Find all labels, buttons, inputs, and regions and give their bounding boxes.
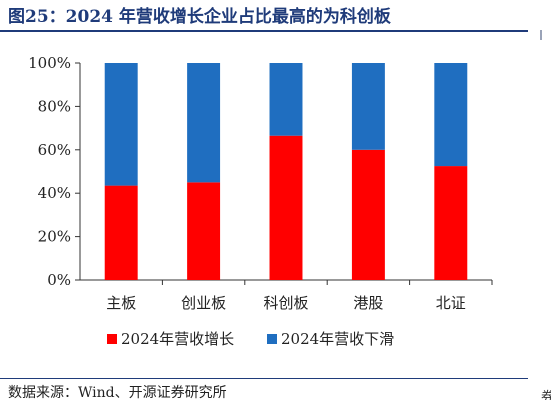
- y-tick-label: 0%: [47, 271, 71, 289]
- legend-label: 2024年营收下滑: [281, 330, 394, 348]
- category-label: 港股: [353, 294, 383, 312]
- bar-segment-decline: [104, 63, 138, 186]
- category-label: 北证: [436, 294, 466, 312]
- category-label: 主板: [106, 294, 136, 312]
- bar-segment-decline: [187, 63, 221, 183]
- y-tick-label: 80%: [38, 97, 71, 115]
- legend-label: 2024年营收增长: [121, 330, 234, 348]
- side-mark: 券: [541, 390, 551, 400]
- y-tick-label: 100%: [28, 54, 71, 72]
- bar-segment-decline: [434, 63, 468, 167]
- y-tick-label: 60%: [38, 141, 71, 159]
- category-label: 科创板: [263, 294, 308, 312]
- category-labels: 主板 创业板 科创板 港股 北证: [106, 280, 493, 312]
- bar-segment-growth: [351, 149, 385, 280]
- bar-segment-decline: [269, 63, 303, 136]
- bars: [104, 63, 468, 280]
- legend-swatch: [267, 334, 277, 344]
- y-tick-label: 20%: [38, 228, 71, 246]
- category-label: 创业板: [181, 294, 226, 312]
- bar-segment-growth: [269, 135, 303, 280]
- bar-segment-decline: [351, 63, 385, 150]
- y-ticks: 0% 20% 40% 60% 80% 100%: [28, 54, 80, 289]
- bar-segment-growth: [434, 166, 468, 280]
- source-rule: [0, 378, 528, 379]
- y-tick-label: 40%: [38, 184, 71, 202]
- bar-segment-growth: [104, 185, 138, 280]
- legend-swatch: [107, 334, 117, 344]
- stacked-bar-chart: 0% 20% 40% 60% 80% 100% 主板 创业板 科创板 港股 北证 2024年营收增…: [28, 54, 493, 348]
- title-rule: [0, 30, 528, 32]
- legend: 2024年营收增长 2024年营收下滑: [107, 330, 394, 348]
- figure-title: 图25：2024 年营收增长企业占比最高的为科创板: [8, 7, 391, 27]
- bar-segment-growth: [187, 182, 221, 280]
- source-note: 数据来源：Wind、开源证券研究所: [8, 385, 227, 401]
- side-rule: [540, 30, 542, 40]
